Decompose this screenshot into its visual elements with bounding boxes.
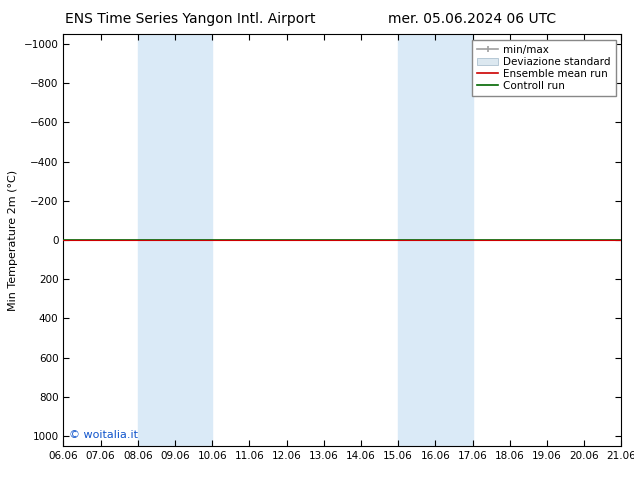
- Text: © woitalia.it: © woitalia.it: [69, 430, 138, 440]
- Y-axis label: Min Temperature 2m (°C): Min Temperature 2m (°C): [8, 170, 18, 311]
- Bar: [138, 34, 212, 446]
- Bar: [398, 34, 472, 446]
- Text: mer. 05.06.2024 06 UTC: mer. 05.06.2024 06 UTC: [388, 12, 557, 26]
- Text: ENS Time Series Yangon Intl. Airport: ENS Time Series Yangon Intl. Airport: [65, 12, 316, 26]
- Legend: min/max, Deviazione standard, Ensemble mean run, Controll run: min/max, Deviazione standard, Ensemble m…: [472, 40, 616, 96]
